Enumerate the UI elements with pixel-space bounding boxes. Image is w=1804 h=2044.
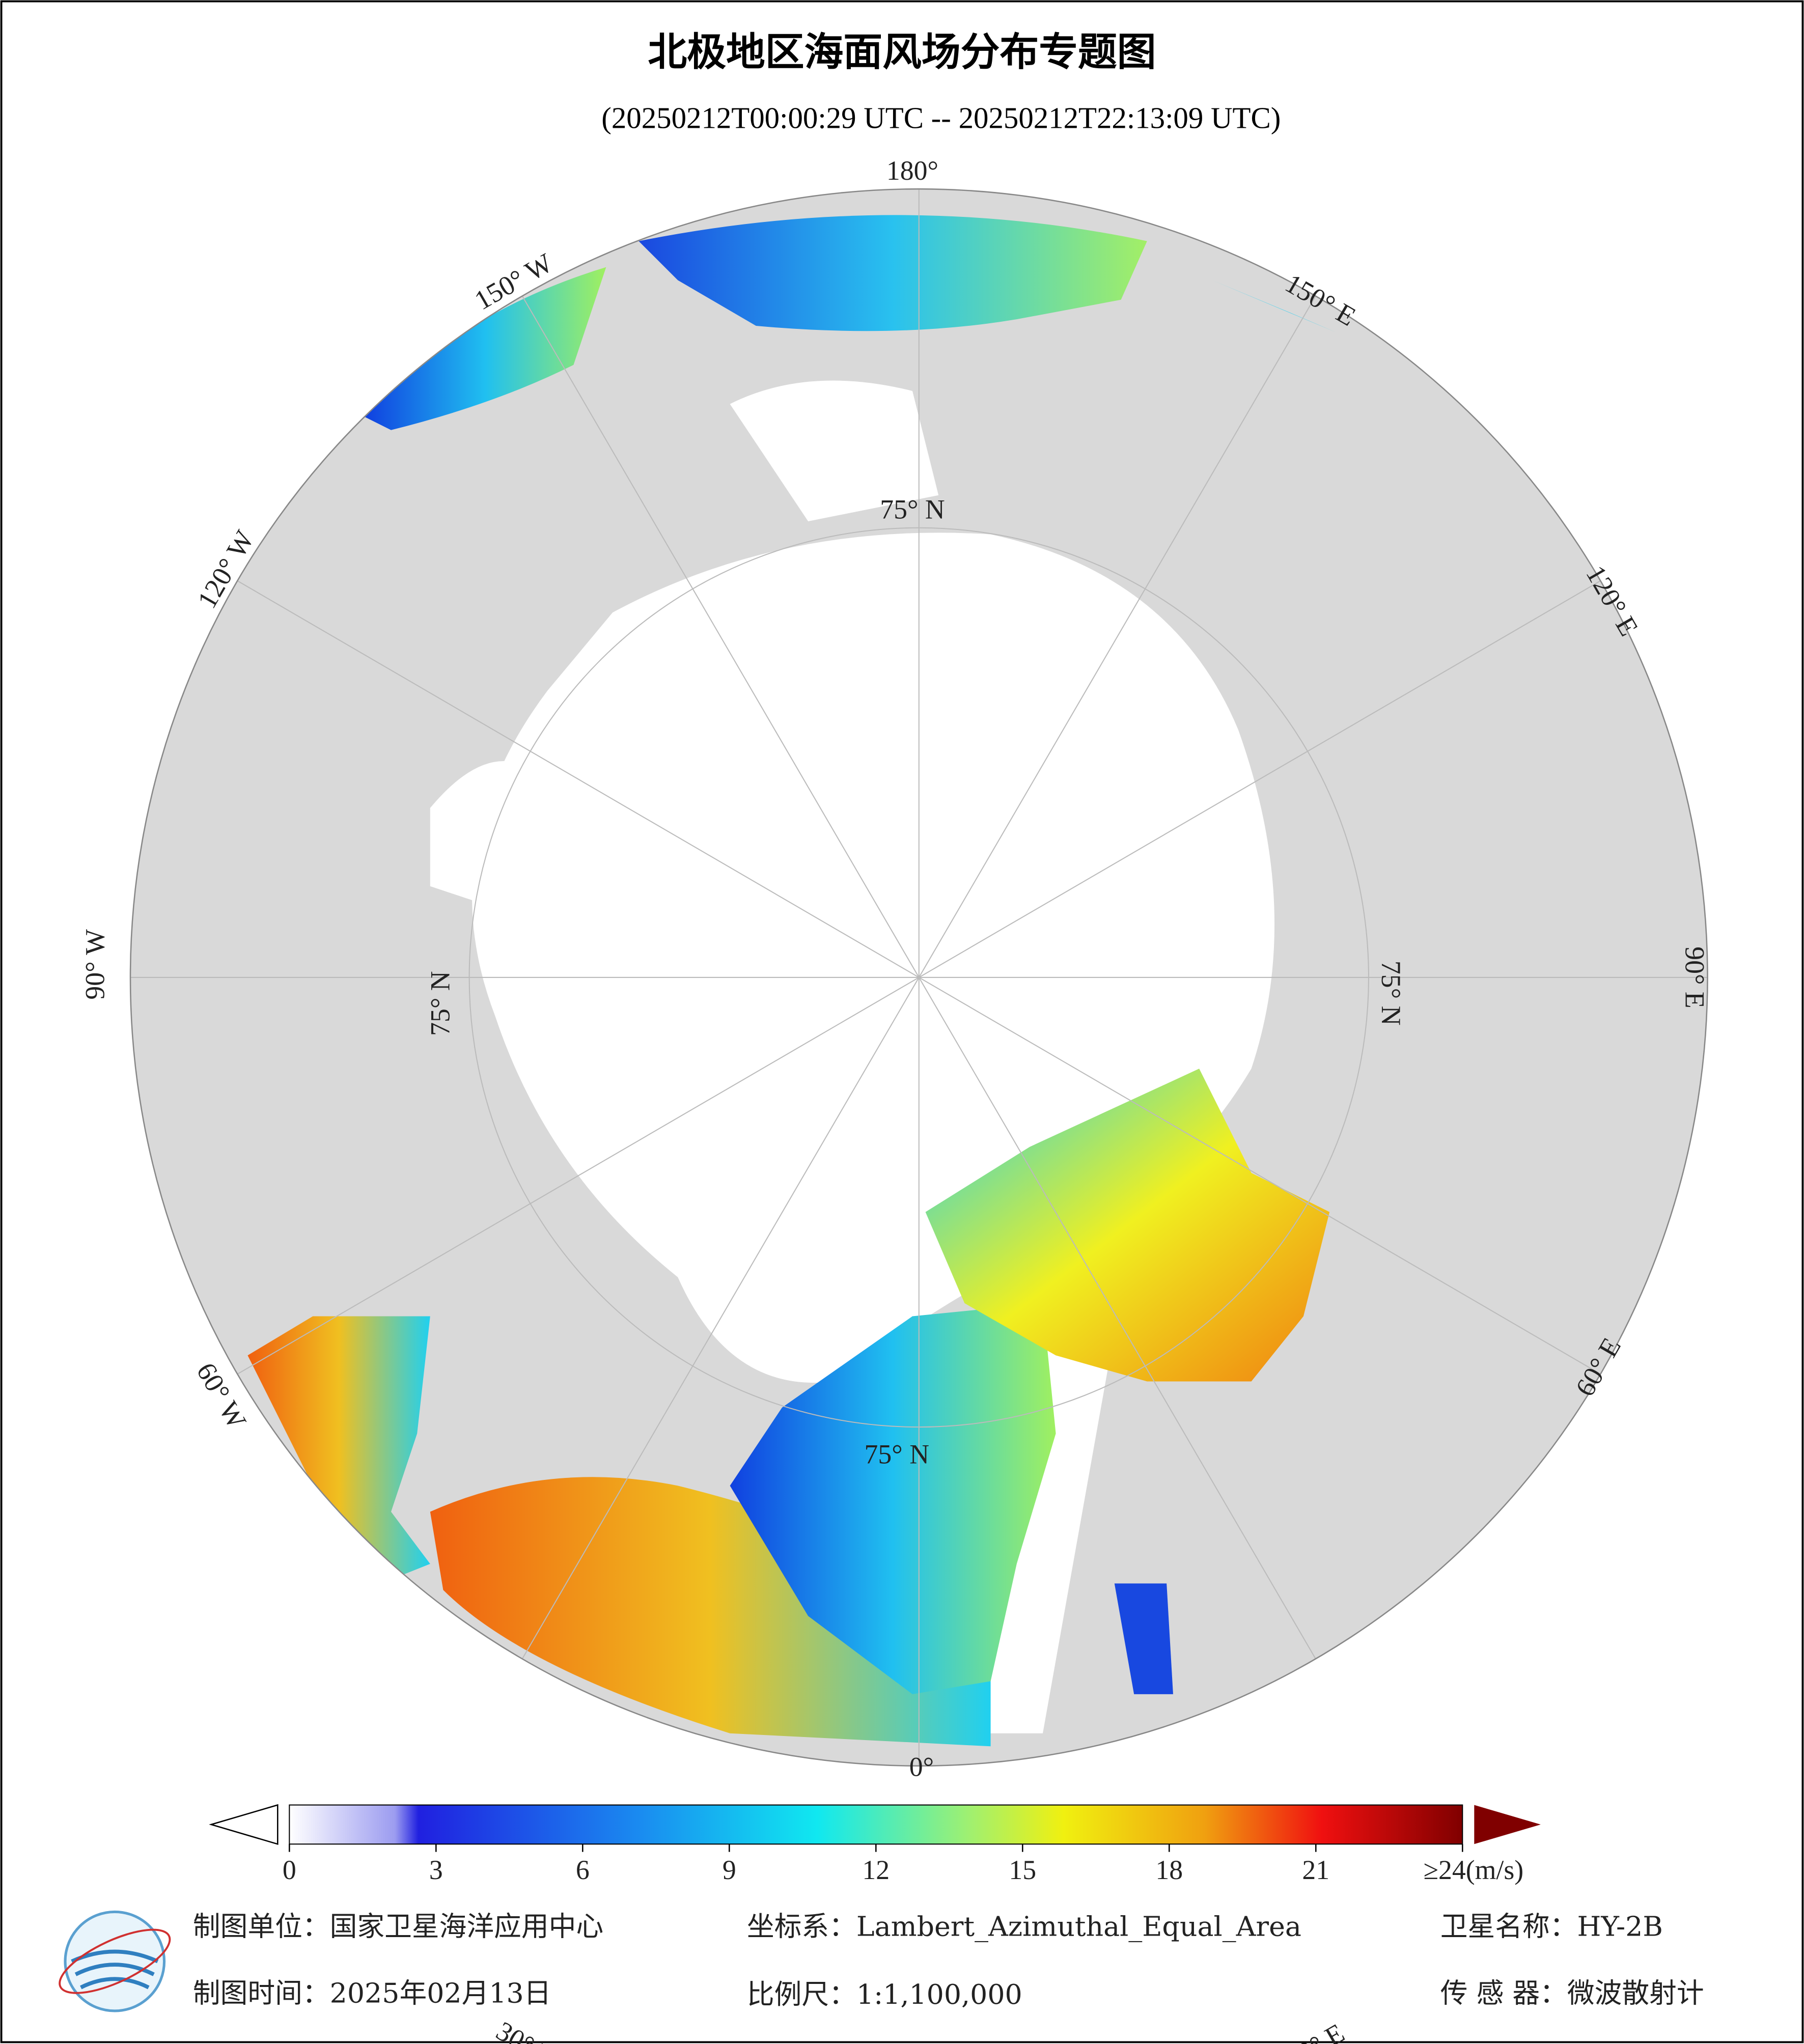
longitude-label: 30° W — [491, 2015, 568, 2044]
colorbar-tick-label: ≥24(m/s) — [1423, 1855, 1523, 1885]
colorbar-under — [209, 1804, 279, 1845]
field-value: 微波散射计 — [1567, 1977, 1704, 2009]
latitude-label: 75° N — [1376, 961, 1406, 1026]
longitude-label: 90° E — [1679, 946, 1710, 1009]
wind-swath — [639, 215, 1147, 331]
latitude-label: 75° N — [865, 1439, 930, 1469]
latitude-label: 75° N — [880, 494, 945, 524]
title: 北极地区海面风场分布专题图 — [648, 30, 1156, 75]
field-value: HY-2B — [1577, 1911, 1663, 1943]
field-label: 传 感 器： — [1440, 1977, 1567, 2009]
field-label: 坐标系： — [747, 1911, 856, 1943]
longitude-label: 90° W — [79, 929, 110, 1000]
footer-field: 卫星名称：HY-2B — [1440, 1911, 1663, 1943]
map — [130, 189, 1708, 1766]
longitude-label: 0° — [909, 1752, 934, 1782]
field-value: 2025年02月13日 — [330, 1977, 551, 2009]
wind-swath — [430, 1477, 991, 1747]
field-label: 卫星名称： — [1440, 1911, 1577, 1943]
colorbar-tick-label: 18 — [1155, 1855, 1183, 1885]
footer-field: 制图时间：2025年02月13日 — [193, 1977, 551, 2009]
wind-swath — [365, 267, 606, 430]
field-value: 1:1,100,000 — [856, 1978, 1022, 2010]
field-label: 制图时间： — [193, 1977, 330, 2009]
colorbar-tick-label: 15 — [1009, 1855, 1036, 1885]
longitude-label: 180° — [886, 155, 938, 186]
ocean — [730, 380, 939, 521]
footer-field: 传 感 器：微波散射计 — [1440, 1977, 1704, 2009]
field-label: 比例尺： — [747, 1978, 856, 2010]
longitude-label: 30° E — [1281, 2018, 1349, 2044]
footer-field: 坐标系：Lambert_Azimuthal_Equal_Area — [747, 1911, 1301, 1943]
subtitle: (20250212T00:00:29 UTC -- 20250212T22:13… — [601, 102, 1281, 135]
colorbar-tick-label: 3 — [429, 1855, 443, 1885]
map-border — [129, 188, 1708, 1767]
field-value: Lambert_Azimuthal_Equal_Area — [856, 1911, 1301, 1943]
footer-field: 制图单位：国家卫星海洋应用中心 — [193, 1911, 603, 1943]
colorbar-tick-label: 9 — [723, 1855, 736, 1885]
graticule — [130, 189, 1708, 1766]
latitude-label: 75° N — [425, 971, 456, 1035]
footer-field: 比例尺：1:1,100,000 — [747, 1978, 1022, 2010]
ocean — [430, 761, 548, 912]
wind-swath — [730, 1303, 1056, 1694]
colorbar-tick-label: 6 — [576, 1855, 590, 1885]
wind-swath — [247, 1316, 430, 1590]
colorbar-tick-label: 21 — [1302, 1855, 1329, 1885]
field-value: 国家卫星海洋应用中心 — [330, 1911, 604, 1943]
wind-swath — [1114, 1583, 1173, 1694]
colorbar-over — [1474, 1805, 1541, 1844]
colorbar-tick-label: 0 — [283, 1855, 296, 1885]
colorbar-tick-label: 12 — [862, 1855, 890, 1885]
field-label: 制图单位： — [193, 1911, 330, 1943]
logo — [59, 1910, 171, 2012]
colorbar — [289, 1804, 1463, 1845]
